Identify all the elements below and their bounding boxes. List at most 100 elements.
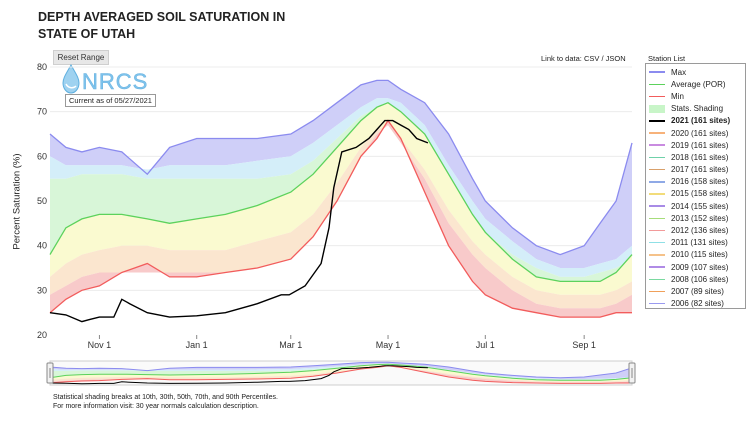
legend-label: 2018 (161 sites) xyxy=(671,152,729,162)
y-tick-label: 50 xyxy=(37,196,47,206)
legend-item[interactable]: 2008 (106 sites) xyxy=(646,273,745,285)
legend-swatch xyxy=(649,193,665,195)
nrcs-logo: NRCS xyxy=(60,63,160,101)
stats-band xyxy=(50,80,632,269)
x-tick-label: Jul 1 xyxy=(476,340,495,350)
footnote: Statistical shading breaks at 10th, 30th… xyxy=(53,393,278,411)
legend-swatch xyxy=(649,181,665,183)
legend-item[interactable]: 2021 (161 sites) xyxy=(646,115,745,127)
legend-swatch xyxy=(649,156,665,159)
stats-band xyxy=(50,102,632,282)
legend-swatch xyxy=(649,229,665,232)
legend-swatch xyxy=(649,119,665,122)
legend-label: 2010 (115 sites) xyxy=(671,250,728,260)
legend-swatch xyxy=(649,144,665,146)
legend-item[interactable]: 2013 (152 sites) xyxy=(646,212,745,224)
logo-text: NRCS xyxy=(82,69,148,94)
json-link[interactable]: JSON xyxy=(605,54,626,63)
legend-swatch xyxy=(649,132,665,134)
legend-swatch xyxy=(649,71,665,73)
footnote-line1: Statistical shading breaks at 10th, 30th… xyxy=(53,394,278,401)
average-line xyxy=(49,101,633,283)
legend-swatch xyxy=(649,205,665,207)
legend-item[interactable]: 2009 (107 sites) xyxy=(646,261,745,273)
max-line xyxy=(49,79,633,256)
legend-label: Average (POR) xyxy=(671,79,726,89)
footnote-line2[interactable]: For more information visit: 30 year norm… xyxy=(53,403,259,410)
legend-item[interactable]: 2018 (161 sites) xyxy=(646,151,745,163)
legend-item[interactable]: Stats. Shading xyxy=(646,103,745,115)
legend-label: 2014 (155 sites) xyxy=(671,201,729,211)
navigator-2021-line xyxy=(49,365,428,385)
legend-label: 2011 (131 sites) xyxy=(671,238,728,248)
data-links-prefix: Link to data: xyxy=(541,54,582,63)
csv-link[interactable]: CSV xyxy=(583,54,600,63)
legend-swatch xyxy=(649,168,665,171)
legend-item[interactable]: 2012 (136 sites) xyxy=(646,224,745,236)
x-tick-label: Mar 1 xyxy=(279,340,302,350)
x-tick-label: Sep 1 xyxy=(572,340,596,350)
legend-item[interactable]: Average (POR) xyxy=(646,78,745,90)
legend-swatch xyxy=(649,217,665,220)
legend-item[interactable]: 2017 (161 sites) xyxy=(646,164,745,176)
legend: Max Average (POR) Min Stats. Shading 2021 (1… xyxy=(645,63,746,309)
x-tick-label: Jan 1 xyxy=(186,340,208,350)
legend-label: 2017 (161 sites) xyxy=(671,165,729,175)
stats-band xyxy=(50,102,632,295)
y-tick-label: 80 xyxy=(37,62,47,72)
legend-swatch xyxy=(649,302,665,305)
legend-label: 2013 (152 sites) xyxy=(671,213,729,223)
x-tick-label: Nov 1 xyxy=(88,340,112,350)
data-links-separator: / xyxy=(601,54,604,63)
legend-swatch xyxy=(649,83,665,86)
legend-item[interactable]: Min xyxy=(646,90,745,102)
chart-title-line2: STATE OF UTAH xyxy=(38,27,136,41)
legend-item[interactable]: Max xyxy=(646,66,745,78)
current-as-of-label: Current as of 05/27/2021 xyxy=(65,94,156,107)
navigator-average-line xyxy=(49,363,633,381)
chart-title-line1: DEPTH AVERAGED SOIL SATURATION IN xyxy=(38,10,286,24)
navigator-min-line xyxy=(49,365,632,384)
legend-item[interactable]: 2016 (158 sites) xyxy=(646,176,745,188)
legend-label: 2012 (136 sites) xyxy=(671,226,729,236)
stats-band xyxy=(50,125,632,309)
legend-label: 2008 (106 sites) xyxy=(671,274,729,284)
reset-range-button[interactable]: Reset Range xyxy=(53,50,109,65)
legend-item[interactable]: 2019 (161 sites) xyxy=(646,139,745,151)
y-tick-label: 30 xyxy=(37,285,47,295)
min-line xyxy=(49,119,632,318)
legend-item[interactable]: 2010 (115 sites) xyxy=(646,249,745,261)
legend-item[interactable]: 2011 (131 sites) xyxy=(646,237,745,249)
legend-swatch xyxy=(649,266,665,268)
legend-label: Stats. Shading xyxy=(671,104,724,114)
y-tick-label: 20 xyxy=(37,330,47,340)
station-list-title: Station List xyxy=(648,54,686,63)
data-links: Link to data: CSV / JSON xyxy=(541,54,626,63)
legend-swatch xyxy=(649,290,665,293)
legend-item[interactable]: 2007 (89 sites) xyxy=(646,285,745,297)
navigator-band xyxy=(50,362,632,379)
legend-item[interactable]: 2006 (82 sites) xyxy=(646,298,745,310)
stats-band xyxy=(50,98,632,277)
legend-item[interactable]: 2015 (158 sites) xyxy=(646,188,745,200)
navigator-max-line xyxy=(49,361,633,379)
legend-item[interactable]: 2020 (161 sites) xyxy=(646,127,745,139)
legend-swatch xyxy=(649,241,665,244)
legend-label: 2021 (161 sites) xyxy=(671,116,731,126)
y-tick-label: 40 xyxy=(37,241,47,251)
legend-label: 2006 (82 sites) xyxy=(671,299,724,309)
legend-label: 2007 (89 sites) xyxy=(671,286,724,296)
legend-swatch xyxy=(649,95,665,98)
legend-label: Max xyxy=(671,67,687,77)
legend-swatch xyxy=(649,254,665,256)
legend-label: 2009 (107 sites) xyxy=(671,262,729,272)
legend-label: 2020 (161 sites) xyxy=(671,128,729,138)
y-tick-label: 60 xyxy=(37,151,47,161)
legend-swatch xyxy=(649,278,665,281)
legend-item[interactable]: 2014 (155 sites) xyxy=(646,200,745,212)
x-tick-label: May 1 xyxy=(376,340,401,350)
navigator-band xyxy=(50,364,632,382)
legend-swatch xyxy=(649,104,665,113)
series-2021-line xyxy=(49,119,429,323)
